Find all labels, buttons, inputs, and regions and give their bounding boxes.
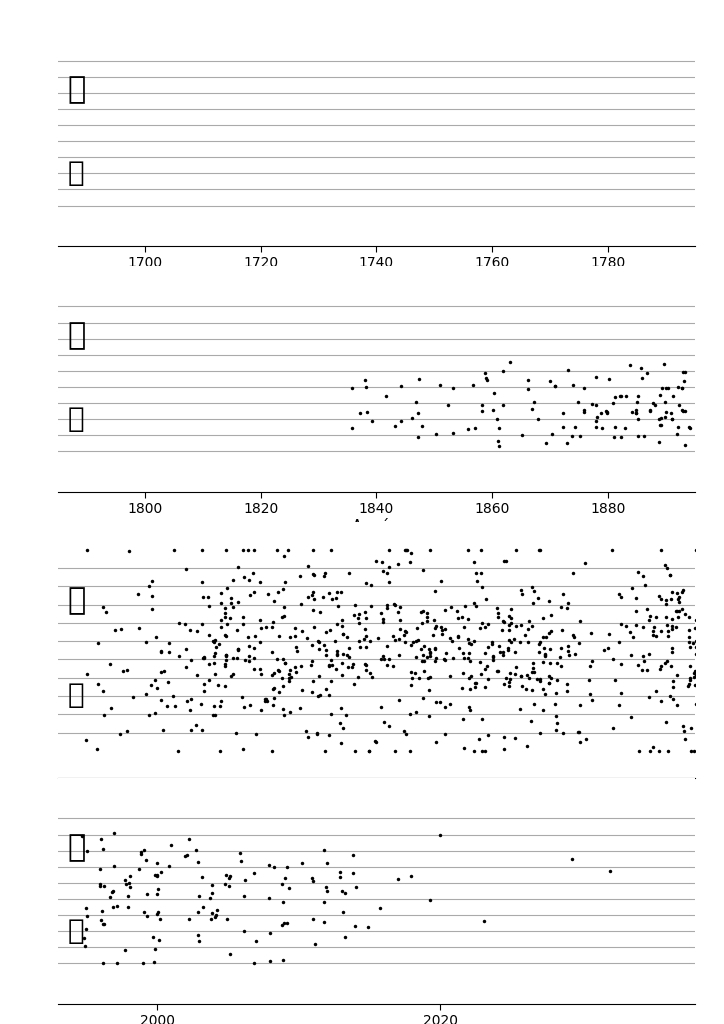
X-axis label: Année: Année xyxy=(352,519,401,534)
X-axis label: Année: Année xyxy=(352,806,401,820)
Text: 𝄢: 𝄢 xyxy=(67,160,84,186)
Text: 𝄢: 𝄢 xyxy=(67,406,84,432)
Text: 𝄞: 𝄞 xyxy=(67,586,85,616)
X-axis label: Année: Année xyxy=(352,273,401,288)
Text: 𝄞: 𝄞 xyxy=(67,831,85,863)
Text: 𝄢: 𝄢 xyxy=(67,918,84,944)
Text: 𝄢: 𝄢 xyxy=(67,682,84,710)
Text: 𝄞: 𝄞 xyxy=(67,74,85,105)
Text: 𝄞: 𝄞 xyxy=(67,319,85,351)
